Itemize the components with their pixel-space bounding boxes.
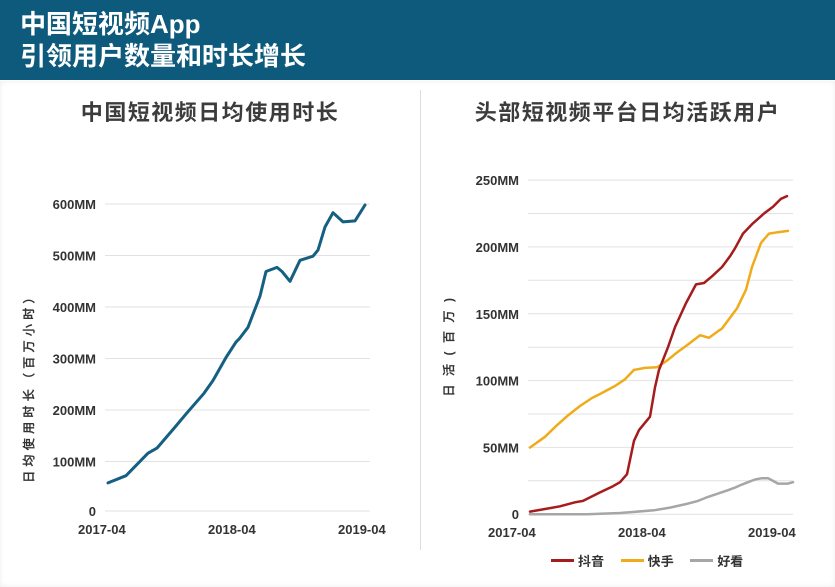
svg-text:2018-04: 2018-04 bbox=[618, 525, 666, 540]
svg-text:50MM: 50MM bbox=[483, 440, 519, 455]
svg-text:600MM: 600MM bbox=[53, 197, 96, 212]
svg-text:日活(百万): 日活(百万) bbox=[441, 290, 456, 397]
svg-text:2017-04: 2017-04 bbox=[78, 522, 126, 537]
svg-text:2018-04: 2018-04 bbox=[208, 522, 256, 537]
svg-text:200MM: 200MM bbox=[476, 240, 519, 255]
svg-text:150MM: 150MM bbox=[476, 307, 519, 322]
svg-text:0: 0 bbox=[89, 504, 96, 519]
svg-text:2019-04: 2019-04 bbox=[748, 525, 796, 540]
svg-text:400MM: 400MM bbox=[53, 300, 96, 315]
svg-text:100MM: 100MM bbox=[476, 374, 519, 389]
svg-text:250MM: 250MM bbox=[476, 173, 519, 188]
svg-text:0: 0 bbox=[512, 507, 519, 522]
svg-text:300MM: 300MM bbox=[53, 352, 96, 367]
svg-text:500MM: 500MM bbox=[53, 249, 96, 264]
svg-text:2017-04: 2017-04 bbox=[488, 525, 536, 540]
svg-text:100MM: 100MM bbox=[53, 455, 96, 470]
svg-text:2019-04: 2019-04 bbox=[338, 522, 386, 537]
svg-text:200MM: 200MM bbox=[53, 403, 96, 418]
svg-text:日均使用时长（百万小时）: 日均使用时长（百万小时） bbox=[21, 287, 36, 483]
